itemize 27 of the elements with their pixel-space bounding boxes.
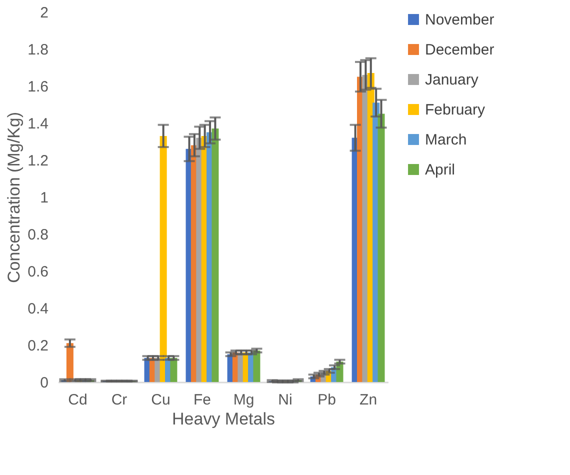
x-tick-label: Ni — [278, 392, 292, 408]
y-tick-label: 1 — [40, 190, 48, 206]
legend-label: November — [425, 12, 494, 28]
x-tick-label: Cu — [151, 392, 170, 408]
x-tick-label: Cd — [68, 392, 88, 408]
y-tick-label: 1.2 — [28, 152, 48, 170]
x-tick-label: Mg — [233, 392, 254, 408]
x-tick-label: Cr — [111, 392, 128, 408]
y-tick-label: 2 — [40, 4, 48, 22]
y-tick-label: 0.6 — [28, 264, 48, 280]
y-tick-label: 0.2 — [28, 338, 48, 354]
legend-label: February — [425, 102, 486, 118]
x-tick-label: Zn — [360, 392, 378, 408]
legend-label: January — [425, 72, 479, 88]
legend-label: March — [425, 132, 467, 148]
y-axis-title: Concentration (Mg/Kg) — [4, 112, 24, 284]
y-tick-label: 0.4 — [28, 300, 48, 318]
y-tick-label: 1.4 — [28, 116, 48, 132]
x-tick-label: Pb — [318, 392, 336, 408]
legend-label: December — [425, 42, 494, 58]
x-tick-label: Fe — [193, 392, 212, 408]
y-tick-label: 0.8 — [28, 226, 48, 244]
legend-label: April — [425, 162, 456, 178]
y-tick-label: 1.6 — [28, 78, 48, 96]
x-axis-title: Heavy Metals — [172, 410, 275, 428]
y-tick-label: 0 — [40, 374, 48, 392]
y-tick-label: 1.8 — [28, 42, 48, 58]
